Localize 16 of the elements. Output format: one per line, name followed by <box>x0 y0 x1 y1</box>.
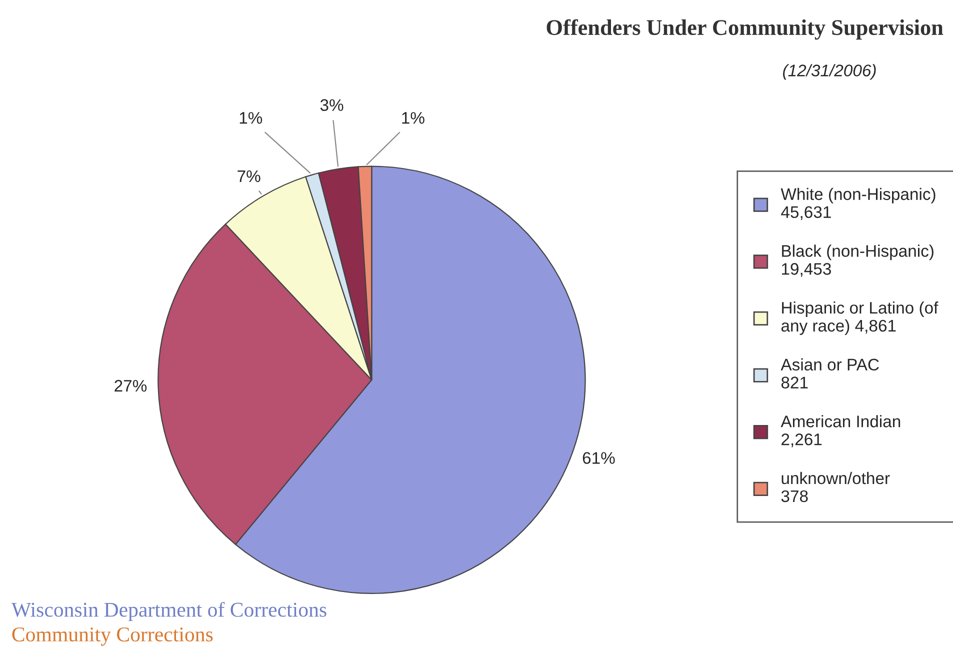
chart-title: Offenders Under Community Supervision <box>546 19 944 40</box>
text: Community Corrections <box>12 628 213 646</box>
legend-label: Asian or PAC 821 <box>780 358 879 388</box>
data-label: 61% <box>582 452 615 464</box>
legend-label: Hispanic or Latino (of any race) 4,861 <box>781 301 938 335</box>
chart-subtitle: (12/31/2006) <box>783 64 876 80</box>
data-label: 7% <box>238 170 260 182</box>
legend-label: unknown/other 378 <box>781 472 890 502</box>
data-label: 1% <box>402 112 424 124</box>
text: Wisconsin Department of Corrections <box>11 602 326 622</box>
data-label: 27% <box>114 380 147 392</box>
data-label: 1% <box>240 112 262 124</box>
data-label: 3% <box>320 99 344 111</box>
legend-label: Black (non-Hispanic) 19,453 <box>782 244 934 277</box>
legend-label: American Indian 2,261 <box>780 415 900 448</box>
legend-label: White (non-Hispanic) 45,631 <box>780 188 936 220</box>
